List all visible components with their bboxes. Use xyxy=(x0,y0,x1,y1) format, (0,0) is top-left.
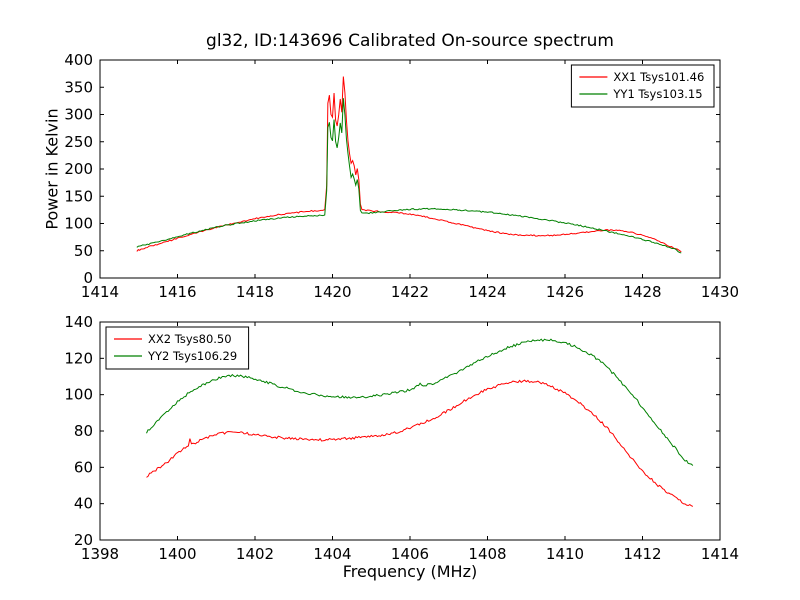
top-subplot: 1414 1416 1418 1420 1422 1424 1426 1428 1430 0 50 1… xyxy=(64,51,739,301)
y-tick-label: 80 xyxy=(74,422,93,440)
x-axis-label: Frequency (MHz) xyxy=(342,562,478,581)
x-tick-label: 1402 xyxy=(236,545,274,563)
axis-ticks: 1398 1400 1402 1404 1406 1408 1410 1412 1414 20 40… xyxy=(64,313,739,563)
y-tick-label: 150 xyxy=(64,187,93,205)
x-tick-label: 1400 xyxy=(158,545,196,563)
x-tick-label: 1424 xyxy=(468,283,506,301)
legend-entry-label: YY1 Tsys103.15 xyxy=(612,87,702,101)
y-tick-label: 400 xyxy=(64,51,93,69)
legend-entry-label: YY2 Tsys106.29 xyxy=(147,349,237,363)
legend: XX2 Tsys80.50 YY2 Tsys106.29 xyxy=(105,326,250,370)
x-tick-label: 1420 xyxy=(313,283,351,301)
y-tick-label: 0 xyxy=(83,269,93,287)
x-tick-label: 1428 xyxy=(623,283,661,301)
x-tick-label: 1426 xyxy=(546,283,584,301)
x-tick-label: 1410 xyxy=(546,545,584,563)
x-tick-label: 1406 xyxy=(391,545,429,563)
series-line-XX2 xyxy=(146,379,694,507)
x-tick-label: 1412 xyxy=(623,545,661,563)
x-tick-label: 1414 xyxy=(81,283,119,301)
x-tick-label: 1418 xyxy=(236,283,274,301)
y-tick-label: 300 xyxy=(64,106,93,124)
chart-title: gl32, ID:143696 Calibrated On-source spe… xyxy=(206,31,614,51)
x-tick-label: 1404 xyxy=(313,545,351,563)
y-tick-label: 250 xyxy=(64,133,93,151)
y-tick-label: 120 xyxy=(64,349,93,367)
y-tick-label: 40 xyxy=(74,495,93,513)
legend-entry-label: XX1 Tsys101.46 xyxy=(613,70,704,84)
legend-entry-label: XX2 Tsys80.50 xyxy=(148,332,232,346)
y-tick-label: 200 xyxy=(64,160,93,178)
y-tick-label: 140 xyxy=(64,313,93,331)
legend: XX1 Tsys101.46 YY1 Tsys103.15 xyxy=(570,64,715,108)
x-tick-label: 1408 xyxy=(468,545,506,563)
y-tick-label: 100 xyxy=(64,215,93,233)
x-tick-label: 1414 xyxy=(701,545,739,563)
x-tick-label: 1416 xyxy=(158,283,196,301)
bottom-subplot: 1398 1400 1402 1404 1406 1408 1410 1412 1414 20 40… xyxy=(64,313,739,563)
series-line-YY2 xyxy=(146,338,694,466)
series-line-YY1 xyxy=(136,98,682,254)
x-tick-label: 1422 xyxy=(391,283,429,301)
y-tick-label: 100 xyxy=(64,386,93,404)
y-tick-label: 350 xyxy=(64,78,93,96)
x-tick-label: 1398 xyxy=(81,545,119,563)
y-tick-label: 50 xyxy=(74,242,93,260)
axis-ticks: 1414 1416 1418 1420 1422 1424 1426 1428 1430 0 50 1… xyxy=(64,51,739,301)
y-tick-label: 20 xyxy=(74,531,93,549)
y-tick-label: 60 xyxy=(74,458,93,476)
x-tick-label: 1430 xyxy=(701,283,739,301)
